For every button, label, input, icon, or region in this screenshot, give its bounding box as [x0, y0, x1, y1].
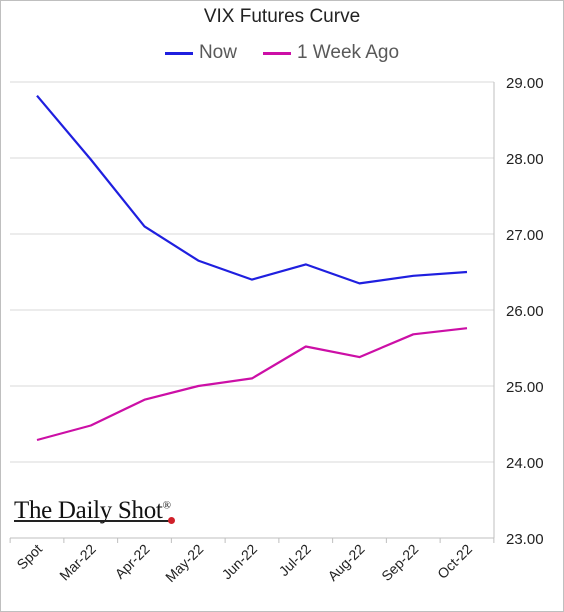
- brand-red-dot: [168, 517, 175, 524]
- y-tick-label-28.00: 28.00: [506, 151, 544, 168]
- y-tick-label-24.00: 24.00: [506, 455, 544, 472]
- legend-swatch-week-ago: [262, 51, 291, 55]
- brand-logo: The Daily Shot®: [14, 497, 171, 525]
- brand-underline: [14, 520, 172, 522]
- x-tick-label-mar-22: Mar-22: [56, 541, 99, 584]
- y-tick-label-25.00: 25.00: [506, 379, 544, 396]
- legend-item-now: Now: [164, 42, 237, 64]
- y-tick-label-27.00: 27.00: [506, 227, 544, 244]
- x-tick-label-sep-22: Sep-22: [378, 541, 421, 584]
- y-tick-label-23.00: 23.00: [506, 531, 544, 548]
- x-tick-label-oct-22: Oct-22: [434, 541, 475, 582]
- brand-registered-mark: ®: [162, 499, 171, 512]
- x-tick-label-jun-22: Jun-22: [219, 541, 261, 583]
- brand-name: The Daily Shot: [14, 497, 163, 524]
- legend-swatch-now: [164, 51, 193, 55]
- legend-item-week-ago: 1 Week Ago: [262, 42, 400, 64]
- y-tick-label-29.00: 29.00: [506, 75, 544, 92]
- legend-label-week-ago: 1 Week Ago: [296, 42, 400, 63]
- x-tick-label-aug-22: Aug-22: [324, 541, 367, 584]
- y-tick-label-26.00: 26.00: [506, 303, 544, 320]
- x-tick-label-may-22: May-22: [162, 541, 206, 585]
- legend-label-now: Now: [198, 42, 237, 63]
- series-line-now: [36, 94, 468, 285]
- x-tick-label-apr-22: Apr-22: [112, 541, 153, 582]
- chart-title: VIX Futures Curve: [203, 6, 361, 27]
- series-line-week-ago: [36, 327, 468, 442]
- chart-legend: Now 1 Week Ago: [0, 42, 564, 64]
- x-tick-label-spot: Spot: [13, 541, 45, 573]
- x-tick-label-jul-22: Jul-22: [276, 541, 314, 579]
